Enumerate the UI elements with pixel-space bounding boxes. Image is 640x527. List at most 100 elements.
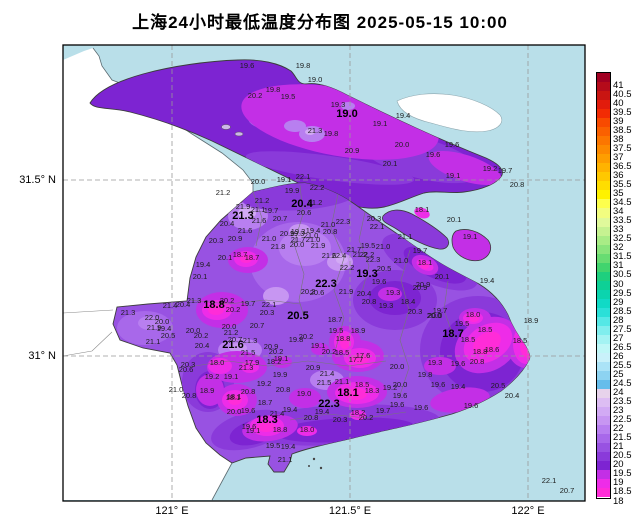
station-label: 20.7 xyxy=(560,486,575,495)
legend-value-label: 37 xyxy=(613,151,624,163)
station-label: 20.2 xyxy=(220,296,235,305)
legend-color-step xyxy=(597,380,610,390)
legend-value-label: 18.5 xyxy=(613,486,632,498)
legend-color-step xyxy=(597,253,610,263)
station-label: 19.1 xyxy=(246,426,261,435)
station-label: 17.6 xyxy=(356,351,371,360)
station-label: 21.6 xyxy=(252,216,267,225)
station-label: 19.7 xyxy=(264,206,279,215)
legend-color-step xyxy=(597,163,610,173)
legend-color-step xyxy=(597,398,610,408)
station-label: 20.2 xyxy=(322,347,337,356)
province-boundary xyxy=(62,309,114,357)
station-label: 22.3 xyxy=(336,217,351,226)
legend-value-label: 37.5 xyxy=(613,142,632,154)
legend-value-label: 26.5 xyxy=(613,341,632,353)
station-label: 17.7 xyxy=(349,355,364,364)
legend-value-label: 35 xyxy=(613,188,624,200)
station-label: 20.2 xyxy=(248,91,263,100)
bay-islet xyxy=(312,457,316,461)
station-label: 18.1 xyxy=(227,392,242,401)
station-label: 20.8 xyxy=(510,180,525,189)
station-label: 20.9 xyxy=(306,363,321,372)
station-label: 20.1 xyxy=(193,272,208,281)
station-label: 22.3 xyxy=(366,255,381,264)
legend-value-label: 38 xyxy=(613,133,624,145)
station-label: 18.5 xyxy=(461,335,476,344)
station-label-bold: 20.5 xyxy=(287,310,308,322)
legend-color-step xyxy=(597,127,610,137)
station-label: 20.0 xyxy=(428,311,443,320)
station-label: 21.2 xyxy=(255,196,270,205)
station-label: 19.4 xyxy=(281,442,296,451)
legend-color-step xyxy=(597,334,610,344)
station-label: 19.7 xyxy=(413,246,428,255)
station-label: 19.7 xyxy=(433,306,448,315)
station-label: 22.1 xyxy=(542,476,557,485)
station-label: 20.8 xyxy=(241,387,256,396)
legend-value-label: 36.5 xyxy=(613,160,632,172)
station-label: 19.2 xyxy=(257,379,272,388)
station-label: 20.8 xyxy=(304,413,319,422)
legend-color-step xyxy=(597,100,610,110)
station-label: 18.2 xyxy=(267,357,282,366)
station-label: 20.8 xyxy=(362,297,377,306)
station-label: 20.8 xyxy=(323,227,338,236)
station-label: 21.4 xyxy=(270,409,285,418)
station-label: 18.5 xyxy=(335,348,350,357)
station-label: 20.0 xyxy=(222,322,237,331)
station-label: 21.1 xyxy=(398,232,413,241)
legend-value-label: 33.5 xyxy=(613,215,632,227)
map-frame xyxy=(62,44,586,502)
legend-value-label: 33 xyxy=(613,224,624,236)
station-label: 19.1 xyxy=(274,354,289,363)
station-label-bold: 22.3 xyxy=(315,278,336,290)
station-label: 20.2 xyxy=(194,331,209,340)
station-label: 21.4 xyxy=(320,369,335,378)
station-label: 19.1 xyxy=(277,175,292,184)
station-label: 19.6 xyxy=(241,406,256,415)
station-label: 21.3 xyxy=(308,126,323,135)
legend-color-step xyxy=(597,82,610,92)
station-label: 21.3 xyxy=(187,296,202,305)
station-label: 18.9 xyxy=(200,386,215,395)
legend-value-label: 39.5 xyxy=(613,106,632,118)
station-label: 20.4 xyxy=(195,341,210,350)
station-label: 20.8 xyxy=(470,357,485,366)
station-label: 18.6 xyxy=(485,345,500,354)
station-label: 19.4 xyxy=(396,111,411,120)
station-label-bold: 18.7 xyxy=(442,328,463,340)
legend-color-step xyxy=(597,199,610,209)
station-label: 20.6 xyxy=(179,365,194,374)
outside-land xyxy=(63,48,253,500)
station-label: 18.7 xyxy=(233,250,248,259)
station-label: 22.1 xyxy=(262,300,277,309)
station-label: 18.8 xyxy=(473,347,488,356)
station-label: 19.8 xyxy=(266,85,281,94)
station-label: 22.1 xyxy=(296,172,311,181)
legend-value-label: 24.5 xyxy=(613,377,632,389)
station-label: 21.5 xyxy=(241,348,256,357)
station-label: 20.9 xyxy=(345,146,360,155)
hangzhou-bay-coast xyxy=(211,462,233,501)
legend-color-step xyxy=(597,425,610,435)
legend-color-step xyxy=(597,389,610,399)
station-label: 18.0 xyxy=(210,358,225,367)
station-label: 19.8 xyxy=(324,129,339,138)
chongming-island xyxy=(89,59,503,209)
station-label: 19.2 xyxy=(383,383,398,392)
legend-value-label: 36 xyxy=(613,169,624,181)
station-label: 19.5 xyxy=(281,92,296,101)
legend-color-step xyxy=(597,244,610,254)
station-label: 21.0 xyxy=(394,256,409,265)
legend-color-step xyxy=(597,325,610,335)
legend-value-label: 20.5 xyxy=(613,450,632,462)
legend-value-label: 18 xyxy=(613,495,624,507)
station-label: 21.9 xyxy=(147,323,162,332)
station-label: 20.0 xyxy=(427,311,442,320)
station-label: 19.1 xyxy=(373,119,388,128)
legend-color-step xyxy=(597,109,610,119)
station-label: 20.2 xyxy=(299,332,314,341)
station-label: 19.4 xyxy=(306,226,321,235)
station-label: 19.8 xyxy=(418,370,433,379)
